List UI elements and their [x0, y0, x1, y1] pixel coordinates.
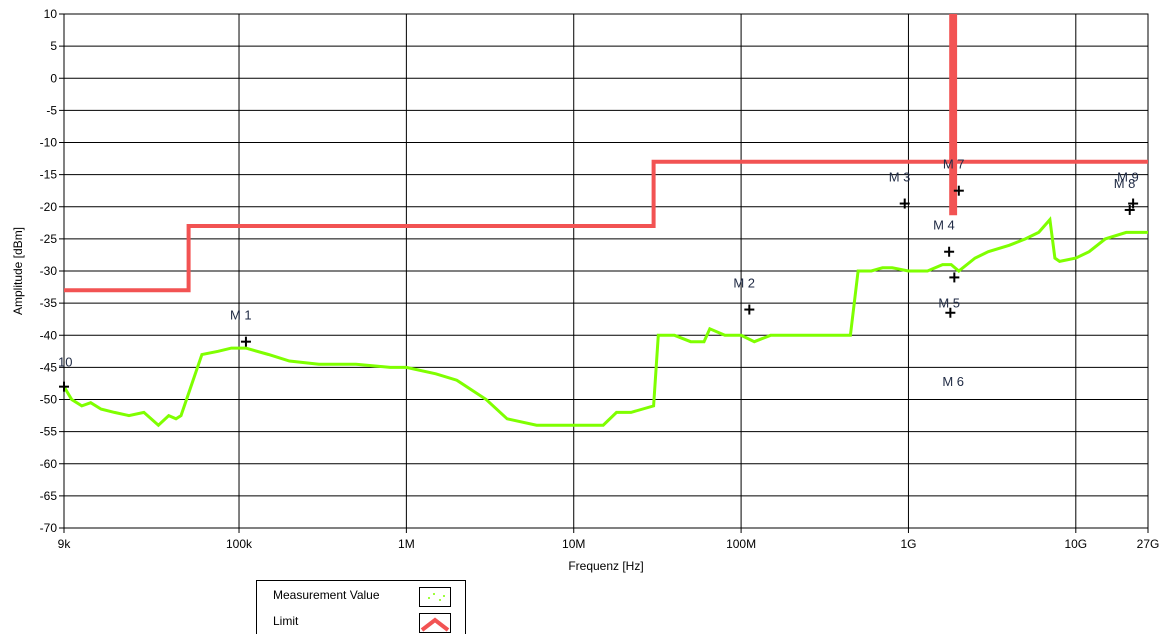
y-tick-label: -35 [40, 296, 58, 310]
y-tick-label: -50 [40, 393, 58, 407]
marker-label: M 1 [230, 308, 252, 323]
y-tick-label: -40 [40, 328, 58, 342]
x-tick-label: 27G [1137, 537, 1160, 551]
legend-label-measurement: Measurement Value [273, 588, 380, 602]
y-tick-label: 5 [50, 39, 57, 53]
legend-item-measurement: Measurement Value [257, 583, 465, 609]
x-tick-label: 100M [726, 537, 756, 551]
y-tick-label: -65 [40, 489, 58, 503]
measurement-trace [62, 216, 1148, 428]
y-tick-label: -60 [40, 457, 58, 471]
y-tick-label: -15 [40, 168, 58, 182]
grid [63, 13, 1149, 529]
limit-line [64, 14, 1148, 293]
legend-label-limit: Limit [273, 614, 299, 628]
y-tick-label: -70 [40, 521, 58, 535]
marker-label: M 4 [933, 218, 955, 233]
legend-swatch-measurement [419, 587, 451, 607]
y-axis-ticks: 10 5 0 -5 -10 -15 -20 -25 -30 -35 -40 -45 -50 -55 -60 -… [40, 7, 64, 535]
series-layer [62, 14, 1148, 428]
marker-label: M 8 [1114, 176, 1136, 191]
marker-layer: 10 M 1 M 2 M 3 M 4 M 5 M 6 M 7 M 8M 9 [58, 157, 1139, 392]
marker-label: M 9 [1117, 170, 1139, 185]
marker-label: M 6 [942, 374, 964, 389]
y-tick-label: -10 [40, 136, 58, 150]
marker-label: 10 [58, 355, 72, 370]
y-tick-label: 0 [50, 71, 57, 85]
legend: Measurement Value Limit [256, 580, 466, 634]
x-tick-label: 1G [900, 537, 916, 551]
y-tick-label: -55 [40, 425, 58, 439]
y-tick-label: -45 [40, 360, 58, 374]
marker-label: M 3 [889, 170, 911, 185]
y-tick-label: -30 [40, 264, 58, 278]
y-tick-label: -25 [40, 232, 58, 246]
y-tick-label: -5 [46, 103, 57, 117]
x-tick-label: 1M [398, 537, 415, 551]
marker-label: M 5 [938, 295, 960, 310]
marker-label: M 7 [943, 157, 965, 172]
y-axis-label: Amplitude [dBm] [11, 227, 25, 315]
x-axis-label: Frequenz [Hz] [568, 559, 643, 573]
x-axis-ticks: 9k 100k 1M 10M 100M 1G 10G 27G [58, 528, 1160, 551]
x-tick-label: 100k [226, 537, 253, 551]
legend-swatch-limit [419, 613, 451, 633]
y-tick-label: 10 [44, 7, 58, 21]
y-tick-label: -20 [40, 200, 58, 214]
x-tick-label: 9k [58, 537, 72, 551]
x-tick-label: 10G [1064, 537, 1087, 551]
marker-label: M 2 [733, 276, 755, 291]
legend-item-limit: Limit [257, 609, 465, 635]
x-tick-label: 10M [562, 537, 585, 551]
